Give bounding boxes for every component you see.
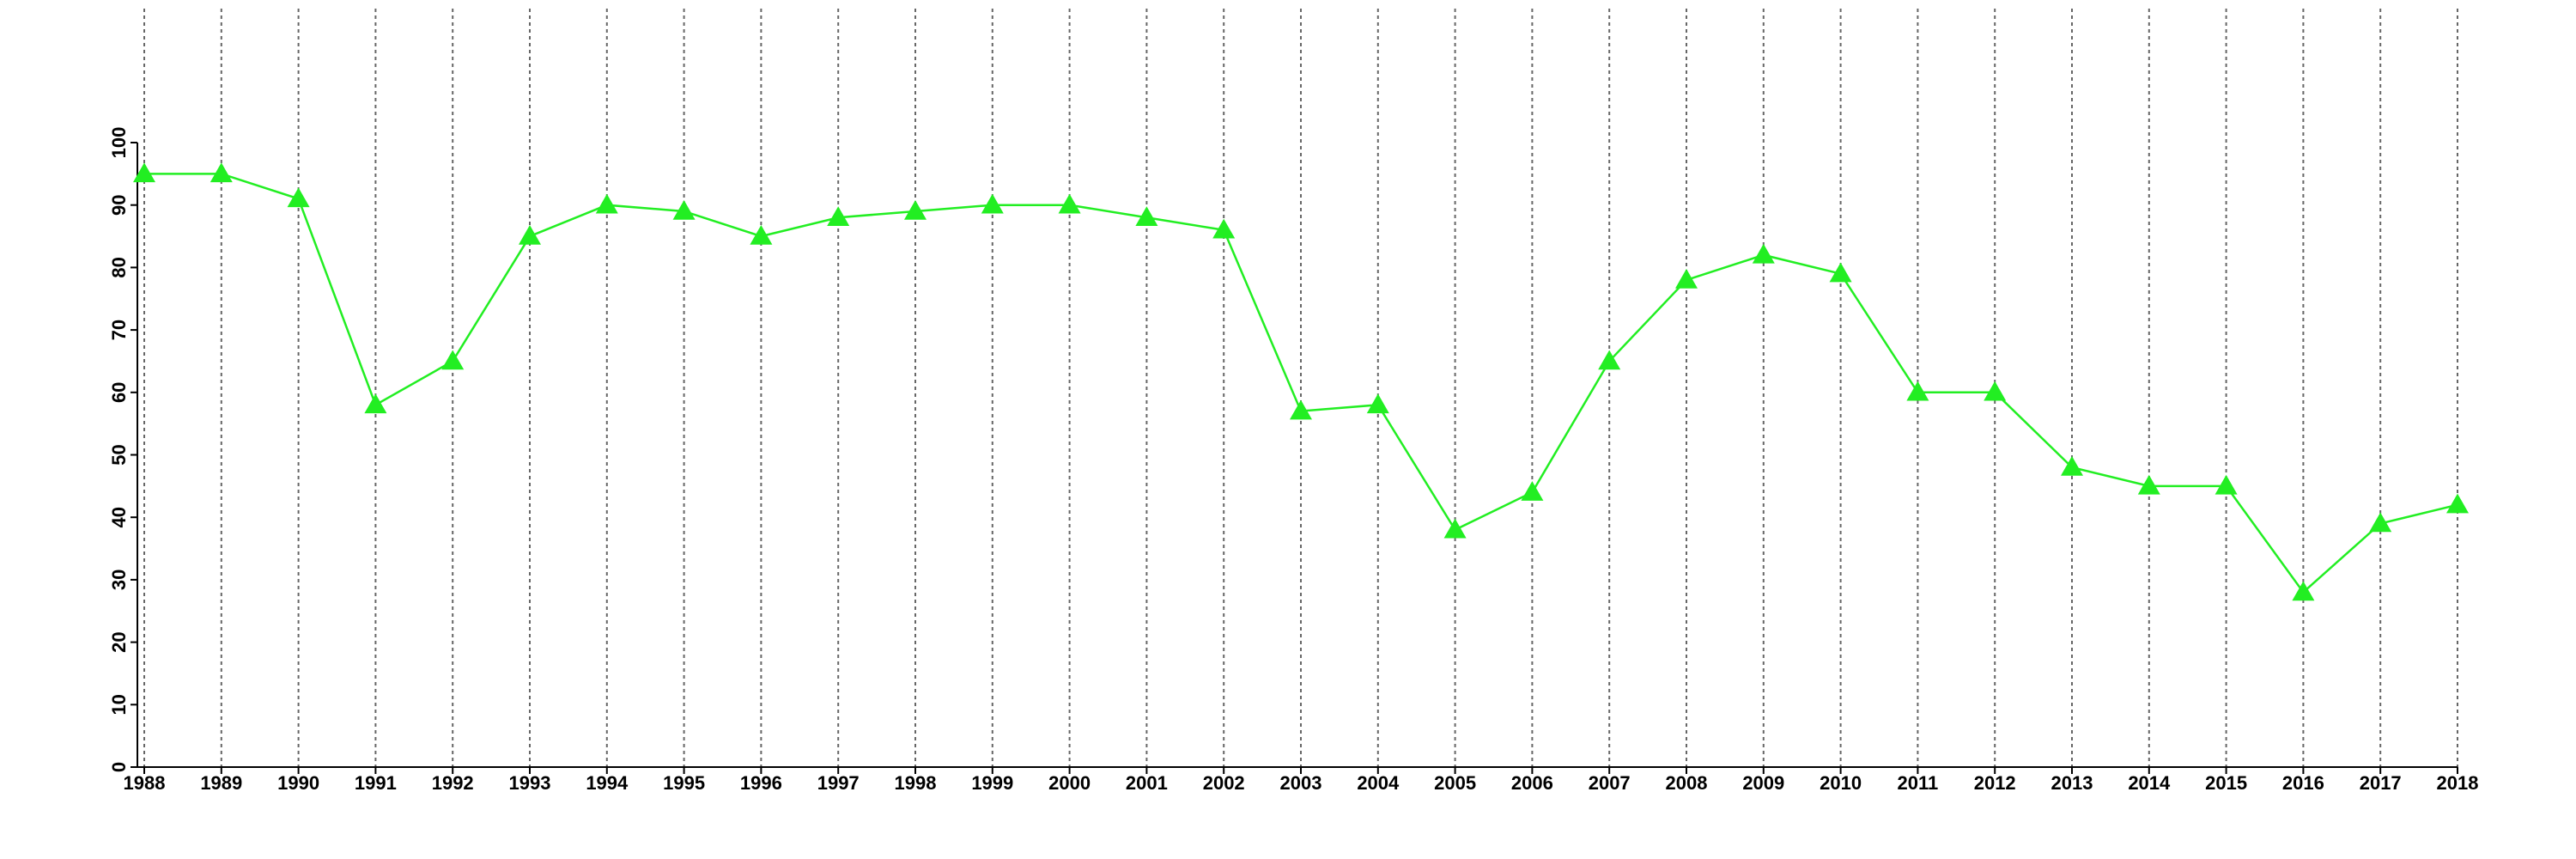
data-marker: [1212, 218, 1236, 239]
x-tick-label: 2004: [1357, 772, 1400, 794]
data-marker: [1290, 399, 1312, 420]
x-tick-label: 1994: [586, 772, 629, 794]
x-tick-label: 2008: [1666, 772, 1708, 794]
x-tick-label: 1988: [124, 772, 166, 794]
data-marker: [1675, 268, 1698, 289]
x-tick-label: 2014: [2128, 772, 2171, 794]
data-marker: [981, 193, 1004, 214]
data-marker: [1443, 518, 1467, 539]
x-tick-label: 1991: [355, 772, 397, 794]
data-marker: [133, 162, 155, 183]
data-marker: [672, 199, 696, 220]
data-marker: [287, 187, 310, 208]
data-marker: [1829, 262, 1852, 283]
x-tick-label: 2003: [1280, 772, 1322, 794]
x-tick-label: 2016: [2282, 772, 2324, 794]
data-marker: [1366, 393, 1389, 414]
y-tick-label: 20: [108, 631, 130, 652]
data-marker: [519, 225, 541, 245]
y-tick-label: 50: [108, 444, 130, 465]
data-marker: [2061, 456, 2083, 476]
x-tick-label: 1996: [740, 772, 782, 794]
y-tick-label: 10: [108, 694, 130, 715]
y-tick-label: 40: [108, 507, 130, 527]
data-marker: [750, 225, 773, 245]
data-marker: [1906, 381, 1929, 401]
x-tick-label: 1997: [817, 772, 860, 794]
data-marker: [1752, 243, 1775, 264]
x-tick-label: 2006: [1511, 772, 1553, 794]
data-marker: [210, 162, 233, 183]
x-tick-label: 2017: [2360, 772, 2402, 794]
data-marker: [1058, 193, 1081, 214]
data-marker: [1135, 206, 1158, 226]
data-marker: [1521, 481, 1544, 501]
y-tick-label: 60: [108, 382, 130, 403]
x-tick-label: 2018: [2437, 772, 2479, 794]
x-tick-label: 2005: [1434, 772, 1476, 794]
x-tick-label: 1993: [509, 772, 551, 794]
x-tick-label: 2015: [2205, 772, 2247, 794]
data-marker: [827, 206, 850, 226]
y-tick-label: 70: [108, 320, 130, 340]
x-tick-label: 1990: [277, 772, 319, 794]
x-tick-label: 1999: [971, 772, 1013, 794]
x-tick-label: 1998: [895, 772, 937, 794]
data-marker: [2446, 493, 2469, 514]
x-tick-label: 2000: [1048, 772, 1091, 794]
x-tick-label: 2009: [1742, 772, 1784, 794]
y-tick-label: 30: [108, 570, 130, 590]
x-tick-label: 2012: [1974, 772, 2016, 794]
x-tick-label: 1989: [200, 772, 242, 794]
y-tick-label: 80: [108, 257, 130, 277]
data-marker: [595, 193, 618, 214]
data-marker: [2292, 581, 2315, 601]
x-tick-label: 2011: [1898, 772, 1939, 794]
data-marker: [1984, 381, 2007, 401]
data-marker: [2369, 512, 2392, 533]
data-marker: [441, 350, 465, 370]
x-tick-label: 2013: [2051, 772, 2093, 794]
x-tick-label: 2007: [1589, 772, 1631, 794]
y-tick-label: 100: [108, 127, 130, 159]
data-marker: [2215, 474, 2238, 495]
x-tick-label: 2001: [1126, 772, 1168, 794]
data-marker: [2137, 474, 2160, 495]
x-tick-label: 1995: [663, 772, 705, 794]
data-marker: [364, 393, 387, 414]
y-tick-label: 0: [108, 762, 130, 772]
data-marker: [1598, 350, 1621, 370]
x-tick-label: 2010: [1820, 772, 1862, 794]
y-tick-label: 90: [108, 194, 130, 215]
data-marker: [904, 199, 927, 220]
x-tick-label: 1992: [432, 772, 474, 794]
x-tick-label: 2002: [1203, 772, 1245, 794]
